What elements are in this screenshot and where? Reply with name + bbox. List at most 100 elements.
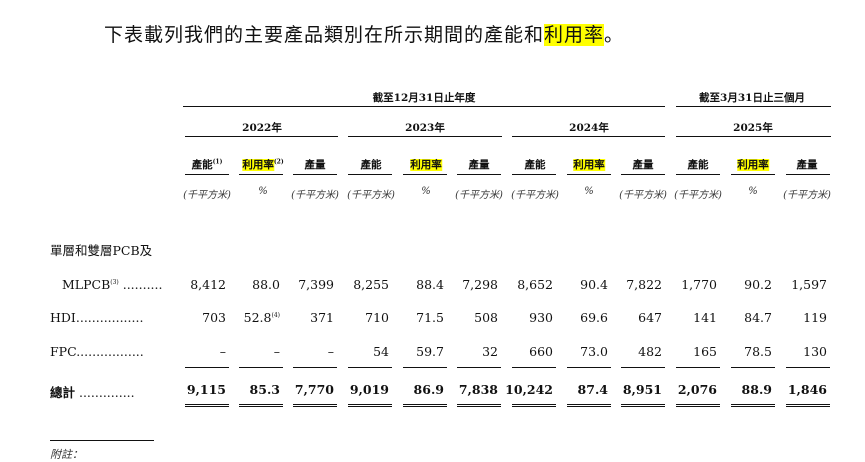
unit-utilization-2024: % — [584, 186, 594, 197]
footnote-label: 附註： — [50, 448, 83, 461]
subtotal-rule — [239, 367, 283, 368]
cell: 141 — [693, 310, 717, 325]
year-header-2022: 2022年 — [242, 122, 282, 134]
col-capacity-2025: 產能 — [687, 159, 709, 171]
year-rule-2025 — [676, 136, 831, 137]
cell-total: 7,770 — [294, 382, 334, 397]
cell: 165 — [693, 344, 717, 359]
cell-total: 85.3 — [249, 382, 280, 397]
cell: 7,822 — [626, 277, 662, 292]
cell-total: 9,115 — [186, 382, 226, 397]
year-header-2023: 2023年 — [405, 122, 445, 134]
total-double-rule — [567, 404, 611, 407]
cell-total: 2,076 — [677, 382, 717, 397]
col-rule — [457, 174, 501, 175]
total-double-rule — [185, 404, 229, 407]
row-label-fpc: FPC................. — [50, 344, 144, 359]
cell: 703 — [202, 310, 226, 325]
total-double-rule — [348, 404, 392, 407]
unit-utilization-2025: % — [748, 186, 758, 197]
col-capacity-2023: 產能 — [360, 159, 382, 171]
col-rule — [676, 174, 720, 175]
unit-output-2024: (千平方米) — [619, 190, 667, 201]
unit-output-2022: (千平方米) — [291, 190, 339, 201]
total-double-rule — [676, 404, 720, 407]
annual-header-rule — [183, 106, 665, 107]
unit-utilization-2022: % — [258, 186, 268, 197]
col-rule — [621, 174, 665, 175]
cell: 119 — [803, 310, 827, 325]
cell: 660 — [529, 344, 553, 359]
unit-capacity-2025: (千平方米) — [674, 190, 722, 201]
subtotal-rule — [512, 367, 556, 368]
total-double-rule — [621, 404, 665, 407]
cell-total: 7,838 — [458, 382, 498, 397]
cell-total: 86.9 — [413, 382, 444, 397]
year-header-2024: 2024年 — [569, 122, 609, 134]
col-output-2022: 產量 — [304, 159, 326, 171]
col-capacity-2022: 產能(1) — [191, 158, 223, 172]
row-label-mlpcb: MLPCB(3) .......... — [62, 277, 163, 292]
unit-capacity-2022: (千平方米) — [183, 190, 231, 201]
col-utilization-2023: 利用率 — [410, 159, 442, 171]
total-double-rule — [239, 404, 283, 407]
col-output-2023: 產量 — [468, 159, 490, 171]
cell: 7,399 — [298, 277, 334, 292]
cell: 32 — [482, 344, 498, 359]
cell: 90.4 — [580, 277, 608, 292]
subtotal-rule — [403, 367, 447, 368]
col-rule — [293, 174, 337, 175]
year-header-2025: 2025年 — [733, 122, 773, 134]
cell: 1,597 — [791, 277, 827, 292]
col-rule — [567, 174, 611, 175]
subtotal-rule — [676, 367, 720, 368]
subtotal-rule — [567, 367, 611, 368]
subtotal-rule — [348, 367, 392, 368]
col-utilization-2024: 利用率 — [573, 159, 605, 171]
intro-highlight: 利用率 — [544, 24, 605, 46]
unit-output-2025: (千平方米) — [783, 190, 831, 201]
cell-total: 8,951 — [622, 382, 662, 397]
cell: 90.2 — [744, 277, 772, 292]
cell: 482 — [638, 344, 662, 359]
col-rule — [512, 174, 556, 175]
col-output-2025: 產量 — [796, 159, 818, 171]
year-rule-2022 — [185, 136, 338, 137]
subtotal-rule — [786, 367, 830, 368]
subtotal-rule — [457, 367, 501, 368]
col-output-2024: 產量 — [632, 159, 654, 171]
quarter-header-rule — [676, 106, 831, 107]
unit-capacity-2023: (千平方米) — [347, 190, 395, 201]
cell: 88.0 — [252, 277, 280, 292]
cell-total: 87.4 — [577, 382, 608, 397]
cell-total: 88.9 — [741, 382, 772, 397]
cell: 52.8(4) — [243, 310, 280, 325]
total-double-rule — [457, 404, 501, 407]
unit-utilization-2023: % — [421, 186, 431, 197]
col-utilization-2022: 利用率(2) — [242, 158, 284, 171]
cell: 508 — [474, 310, 498, 325]
unit-output-2023: (千平方米) — [455, 190, 503, 201]
cell: 371 — [310, 310, 334, 325]
cell: 710 — [365, 310, 389, 325]
total-double-rule — [293, 404, 337, 407]
cell: 1,770 — [681, 277, 717, 292]
unit-capacity-2024: (千平方米) — [511, 190, 559, 201]
cell: 84.7 — [744, 310, 772, 325]
col-rule — [403, 174, 447, 175]
quarter-period-header: 截至3月31日止三個月 — [699, 92, 805, 104]
cell: 7,298 — [462, 277, 498, 292]
col-capacity-2024: 產能 — [524, 159, 546, 171]
col-rule — [786, 174, 830, 175]
total-double-rule — [786, 404, 830, 407]
cell: 130 — [803, 344, 827, 359]
total-double-rule — [512, 404, 556, 407]
row-label-hdi: HDI................. — [50, 310, 144, 325]
cell: 54 — [373, 344, 389, 359]
cell-total: 10,242 — [505, 382, 553, 397]
cell: 69.6 — [580, 310, 608, 325]
total-double-rule — [403, 404, 447, 407]
cell: 59.7 — [416, 344, 444, 359]
subtotal-rule — [185, 367, 229, 368]
row-label-total: 總計 .............. — [50, 385, 135, 400]
